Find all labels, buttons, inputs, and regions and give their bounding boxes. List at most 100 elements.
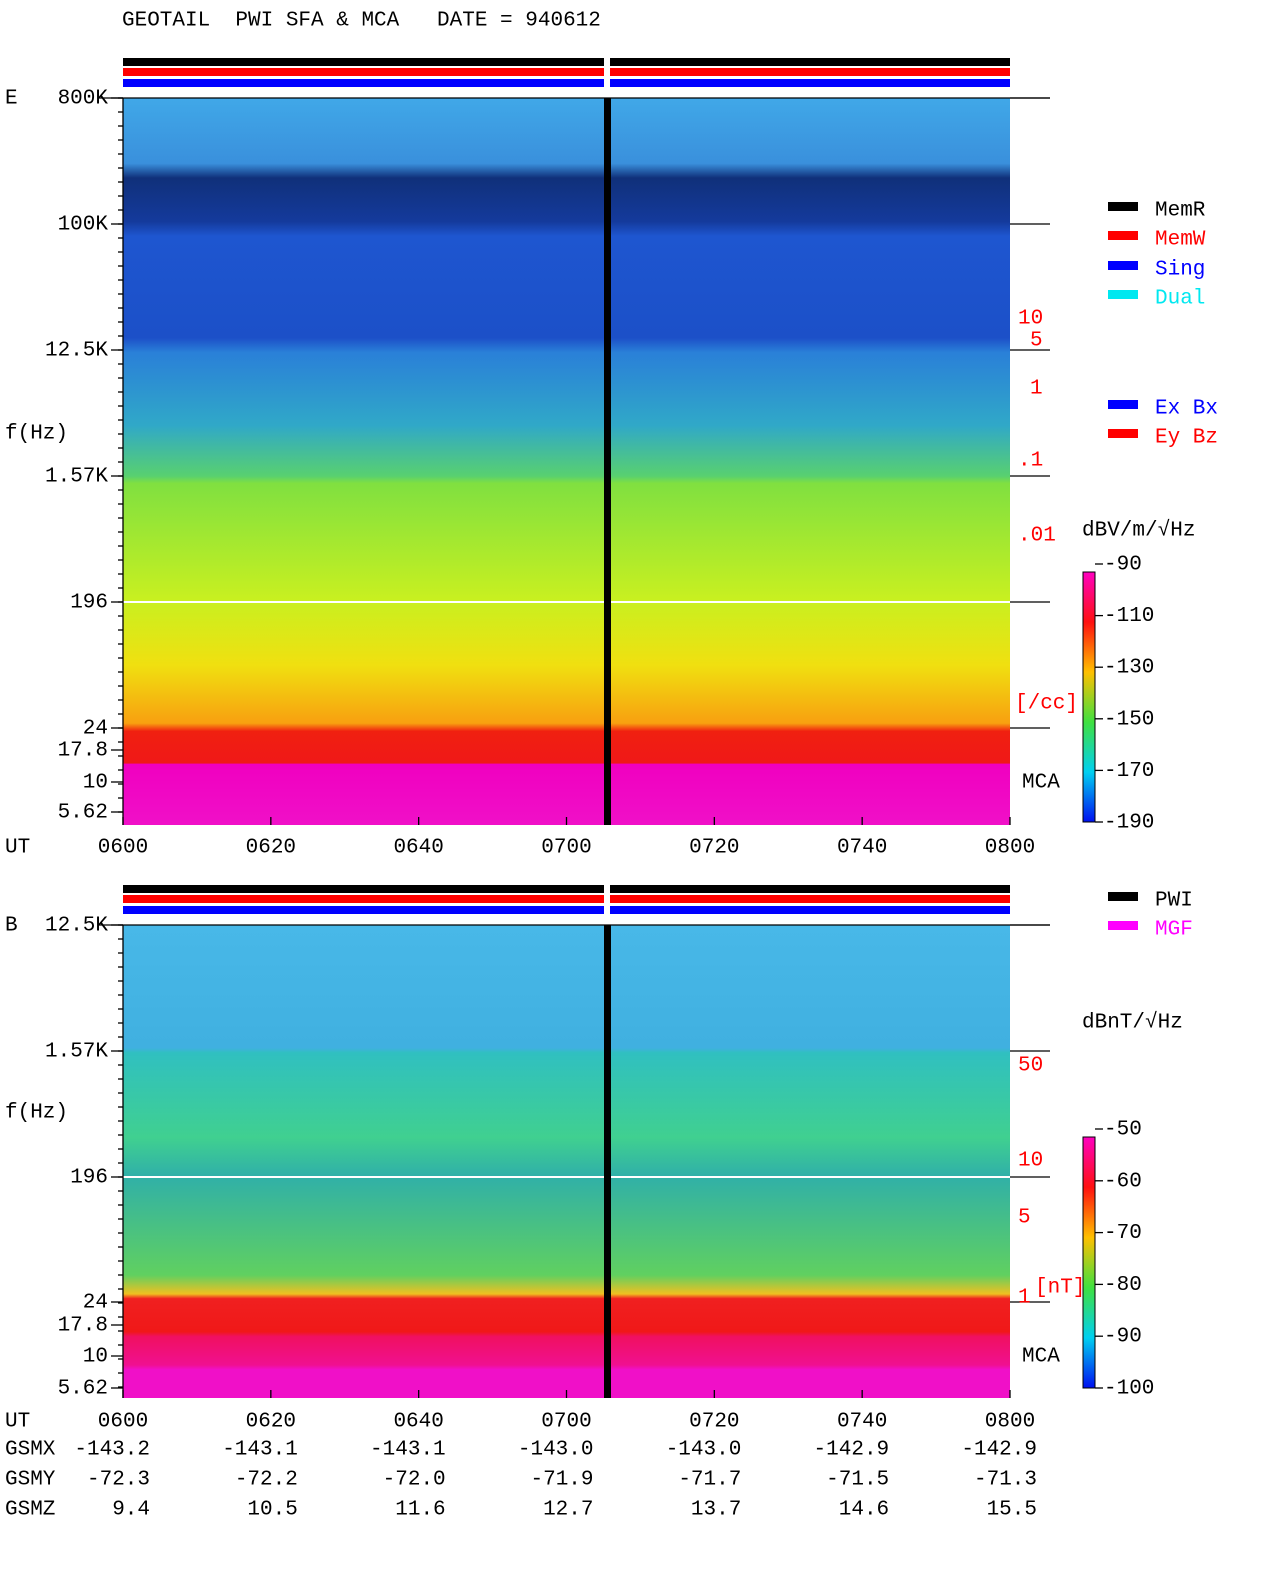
data-gap	[604, 98, 611, 825]
y-tick-label: 10	[83, 772, 108, 795]
density-label: 5	[1018, 1207, 1031, 1230]
x-tick-label: 0800	[985, 1411, 1035, 1434]
y-tick-label: 12.5K	[45, 915, 108, 938]
colorbar-label: -150	[1104, 708, 1154, 731]
x-tick-label: 0740	[837, 1411, 887, 1434]
orbit-value: -142.9	[814, 1439, 890, 1462]
orbit-value: 10.5	[247, 1499, 297, 1522]
x-tick-label: 0640	[393, 1411, 443, 1434]
status-gap	[604, 58, 610, 88]
status-bar	[123, 58, 1010, 66]
orbit-value: -71.9	[530, 1469, 593, 1492]
x-tick-label: 0620	[246, 1411, 296, 1434]
panel-label: B	[5, 915, 18, 938]
y-tick-label: 12.5K	[45, 340, 108, 363]
orbit-label: GSMY	[5, 1469, 56, 1492]
orbit-label: GSMX	[5, 1439, 56, 1462]
colorbar	[1082, 1136, 1096, 1389]
y-tick-label: 800K	[58, 88, 109, 111]
orbit-value: -71.3	[974, 1469, 1037, 1492]
y-tick-label: 196	[70, 1167, 108, 1190]
x-tick-label: 0700	[541, 837, 591, 860]
density-label: [nT]	[1035, 1277, 1085, 1300]
orbit-value: 15.5	[987, 1499, 1037, 1522]
colorbar-label: -60	[1104, 1170, 1142, 1193]
legend-swatch	[1108, 400, 1138, 409]
orbit-value: 14.6	[839, 1499, 889, 1522]
colorbar-label: -110	[1104, 605, 1154, 628]
status-gap	[604, 885, 610, 915]
status-bar	[123, 79, 1010, 87]
colorbar-title: dBV/m/√Hz	[1082, 519, 1195, 543]
legend-swatch	[1108, 921, 1138, 930]
x-axis-title: UT	[5, 837, 30, 860]
density-label: .01	[1018, 525, 1056, 548]
legend-swatch	[1108, 290, 1138, 299]
orbit-value: -72.3	[87, 1469, 150, 1492]
density-label: .1	[1018, 450, 1043, 473]
legend-label: Sing	[1155, 259, 1205, 282]
orbit-value: -72.0	[383, 1469, 446, 1492]
colorbar-label: -170	[1104, 760, 1154, 783]
x-tick-label: 0620	[246, 837, 296, 860]
orbit-value: -71.7	[678, 1469, 741, 1492]
colorbar-title: dBnT/√Hz	[1082, 1011, 1183, 1035]
legend-label: MGF	[1155, 919, 1193, 942]
orbit-value: -143.0	[518, 1439, 594, 1462]
y-tick-label: 10	[83, 1346, 108, 1369]
density-label: 10	[1018, 308, 1043, 331]
status-bar	[123, 895, 1010, 903]
x-axis-title: UT	[5, 1411, 30, 1434]
status-bar	[123, 68, 1010, 76]
legend-label: MemW	[1155, 229, 1206, 252]
density-label: 1	[1018, 1287, 1031, 1310]
orbit-value: 13.7	[691, 1499, 741, 1522]
colorbar-label: -130	[1104, 657, 1154, 680]
y-tick-label: 17.8	[58, 740, 108, 763]
orbit-value: 9.4	[112, 1499, 150, 1522]
data-gap	[604, 925, 611, 1398]
orbit-value: -143.0	[666, 1439, 742, 1462]
x-tick-label: 0720	[689, 837, 739, 860]
colorbar-label: -90	[1104, 554, 1142, 577]
y-tick-label: 5.62	[58, 1378, 108, 1401]
density-label: [/cc]	[1015, 693, 1078, 716]
x-tick-label: 0700	[541, 1411, 591, 1434]
status-bar	[123, 885, 1010, 893]
spectrogram	[123, 925, 1010, 1398]
density-label: 50	[1018, 1055, 1043, 1078]
mca-label: MCA	[1022, 1346, 1060, 1369]
y-tick-label: 24	[83, 1292, 108, 1315]
y-tick-label: 5.62	[58, 802, 108, 825]
orbit-value: -143.2	[74, 1439, 150, 1462]
legend-swatch	[1108, 892, 1138, 901]
orbit-label: GSMZ	[5, 1499, 55, 1522]
orbit-value: -142.9	[961, 1439, 1037, 1462]
spectrogram	[123, 98, 1010, 825]
legend-label: Ex Bx	[1155, 398, 1218, 421]
y-tick-label: 196	[70, 592, 108, 615]
title: GEOTAIL PWI SFA & MCA DATE = 940612	[122, 10, 601, 33]
orbit-value: -71.5	[826, 1469, 889, 1492]
legend-label: Dual	[1155, 288, 1205, 311]
y-axis-title: f(Hz)	[5, 423, 68, 446]
x-tick-label: 0720	[689, 1411, 739, 1434]
panel-label: E	[5, 88, 18, 111]
x-tick-label: 0600	[98, 1411, 148, 1434]
colorbar-label: -50	[1104, 1119, 1142, 1142]
x-tick-label: 0640	[393, 837, 443, 860]
legend-swatch	[1108, 261, 1138, 270]
x-tick-label: 0600	[98, 837, 148, 860]
density-label: 1	[1030, 378, 1043, 401]
legend-swatch	[1108, 231, 1138, 240]
orbit-value: 11.6	[395, 1499, 445, 1522]
density-label: 10	[1018, 1150, 1043, 1173]
legend-swatch	[1108, 202, 1138, 211]
x-tick-label: 0740	[837, 837, 887, 860]
mca-label: MCA	[1022, 772, 1060, 795]
orbit-value: -72.2	[235, 1469, 298, 1492]
status-bar	[123, 906, 1010, 914]
colorbar-label: -80	[1104, 1274, 1142, 1297]
y-tick-label: 1.57K	[45, 1041, 108, 1064]
